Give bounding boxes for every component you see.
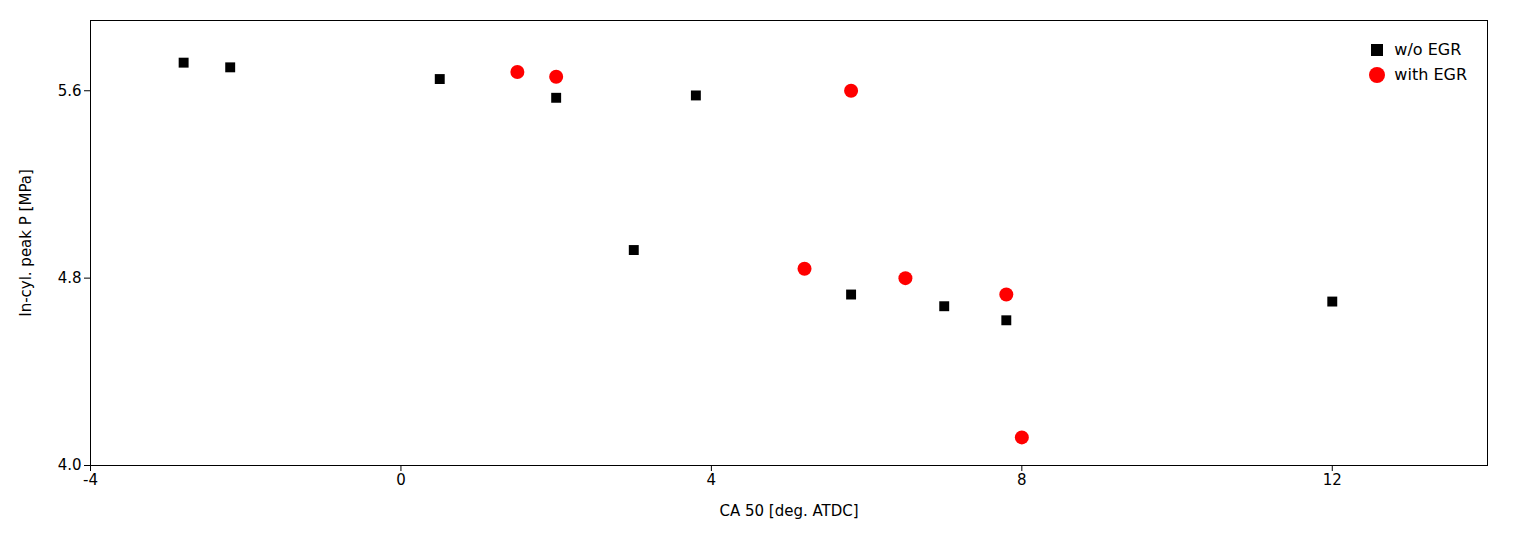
svg-text:5.6: 5.6 bbox=[58, 82, 82, 100]
svg-text:8: 8 bbox=[1017, 471, 1027, 489]
svg-text:4: 4 bbox=[707, 471, 717, 489]
svg-text:4.0: 4.0 bbox=[58, 456, 82, 474]
svg-text:4.8: 4.8 bbox=[58, 269, 82, 287]
svg-text:-4: -4 bbox=[83, 471, 98, 489]
html-text:w/o EGR: w/o EGR bbox=[1394, 40, 1462, 59]
html-text:with EGR: with EGR bbox=[1394, 65, 1467, 84]
svg-text:0: 0 bbox=[396, 471, 406, 489]
svg-text:12: 12 bbox=[1323, 471, 1342, 489]
svg-text:In-cyl. peak P [MPa]: In-cyl. peak P [MPa] bbox=[17, 169, 35, 317]
svg-text:CA 50 [deg. ATDC]: CA 50 [deg. ATDC] bbox=[719, 502, 858, 520]
